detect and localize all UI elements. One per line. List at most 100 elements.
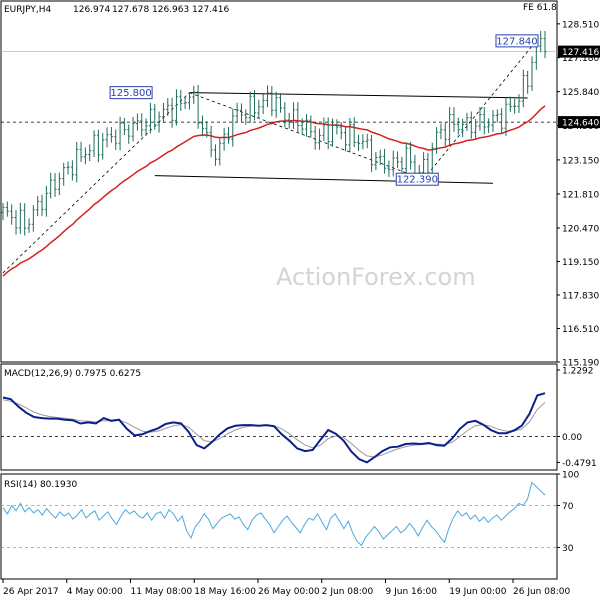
ohlc-bar bbox=[474, 118, 478, 140]
rsi-y-tick-label: 100 bbox=[562, 471, 579, 481]
macd-title: MACD(12,26,9) 0.7975 0.6275 bbox=[4, 369, 141, 379]
ohlc-bar bbox=[239, 103, 243, 122]
price-label-text: 125.800 bbox=[110, 88, 151, 99]
ohlc-bar bbox=[448, 106, 452, 146]
fe-label: FE 61.8 bbox=[523, 3, 557, 13]
ohlc-bar bbox=[482, 107, 486, 135]
x-tick-label: 11 May 08:00 bbox=[131, 587, 193, 597]
ohlc-bar bbox=[292, 102, 296, 129]
rsi-level-lines bbox=[1, 505, 557, 548]
ohlc-bar bbox=[357, 134, 361, 151]
ohlc-bar bbox=[300, 118, 304, 135]
ohlc-bar bbox=[365, 133, 369, 149]
ohlc-bar bbox=[521, 69, 525, 108]
ohlc-bar bbox=[209, 125, 213, 158]
level-price-tag-box bbox=[558, 116, 600, 129]
ohlc-bar bbox=[487, 118, 491, 133]
ohlc-bar bbox=[456, 117, 460, 135]
ohlc-bar bbox=[274, 91, 278, 118]
ohlc-bar bbox=[530, 56, 534, 91]
last-price-tag-box bbox=[558, 45, 600, 58]
ohlc-bar bbox=[409, 141, 413, 170]
macd-panel: MACD(12,26,9) 0.7975 0.6275 1.2292 0.00 -0… bbox=[0, 363, 597, 471]
ohlc-bar bbox=[508, 96, 512, 112]
ohlc-bar bbox=[352, 117, 356, 148]
low-value: 126.963 bbox=[152, 5, 189, 15]
ohlc-bar bbox=[166, 98, 170, 116]
ohlc-bar bbox=[174, 89, 178, 126]
ohlc-bar bbox=[62, 162, 66, 186]
ohlc-bar bbox=[252, 90, 256, 121]
ohlc-bar bbox=[49, 172, 53, 199]
ohlc-bar bbox=[36, 195, 40, 217]
x-tick-label: 26 May 00:00 bbox=[258, 587, 320, 597]
ohlc-bar bbox=[374, 152, 378, 171]
ohlc-bar bbox=[370, 135, 374, 172]
symbol-label: EURJPY,H4 bbox=[4, 5, 52, 15]
x-tick-label: 18 May 16:00 bbox=[194, 587, 256, 597]
macd-y-axis: 1.2292 0.00 -0.4791 bbox=[557, 366, 597, 469]
ohlc-bar bbox=[213, 144, 217, 166]
ohlc-bar bbox=[187, 92, 191, 110]
ohlc-bar bbox=[200, 115, 204, 137]
close-value: 127.416 bbox=[192, 5, 229, 15]
ohlc-bar bbox=[92, 130, 96, 158]
price-y-tick-label: 117.830 bbox=[562, 291, 599, 301]
ohlc-bar bbox=[513, 98, 517, 114]
ohlc-bar bbox=[248, 91, 252, 124]
price-y-axis: 128.510127.180125.840124.500123.150121.8… bbox=[557, 20, 600, 369]
price-y-tick-label: 120.470 bbox=[562, 224, 599, 234]
ohlc-bar bbox=[118, 116, 122, 151]
macd-y-tick-label: -0.4791 bbox=[562, 459, 597, 469]
rsi-y-axis: 100 70 30 bbox=[557, 471, 579, 554]
ohlc-bar bbox=[270, 85, 274, 117]
ohlc-bar bbox=[235, 102, 239, 123]
projection-line-1 bbox=[2, 92, 190, 274]
ohlc-bar bbox=[10, 204, 14, 225]
ohlc-bar bbox=[122, 118, 126, 136]
ohlc-bar bbox=[105, 127, 109, 148]
price-label-text: 127.840 bbox=[496, 36, 537, 47]
ohlc-bar bbox=[153, 103, 157, 130]
price-y-tick-label: 123.150 bbox=[562, 156, 599, 166]
ohlc-bar bbox=[218, 138, 222, 166]
ohlc-bar bbox=[465, 112, 469, 131]
ohlc-bar bbox=[14, 209, 18, 235]
ohlc-bar bbox=[31, 205, 35, 232]
ohlc-bar bbox=[140, 113, 144, 137]
upper-channel-line bbox=[189, 92, 528, 99]
ohlc-bar bbox=[326, 117, 330, 150]
ohlc-bar bbox=[179, 90, 183, 111]
ohlc-bar bbox=[478, 107, 482, 131]
ohlc-bar bbox=[348, 118, 352, 153]
ohlc-bar bbox=[40, 194, 44, 216]
high-value: 127.678 bbox=[112, 5, 149, 15]
ohlc-bar bbox=[192, 85, 196, 105]
price-label-box bbox=[109, 86, 153, 100]
ohlc-bar bbox=[305, 114, 309, 137]
ohlc-bar bbox=[244, 109, 248, 125]
ohlc-bar bbox=[283, 102, 287, 128]
ohlc-bar bbox=[279, 93, 283, 113]
rsi-line bbox=[2, 481, 546, 547]
x-tick-label: 4 May 00:00 bbox=[67, 587, 123, 597]
price-y-tick-label: 115.190 bbox=[562, 359, 599, 369]
ohlc-bar bbox=[439, 123, 443, 140]
ohlc-bar bbox=[170, 97, 174, 128]
ohlc-bar bbox=[383, 149, 387, 174]
ohlc-bar bbox=[226, 127, 230, 144]
ohlc-bar bbox=[79, 141, 83, 162]
x-tick-label: 9 Jun 16:00 bbox=[386, 587, 438, 597]
ohlc-bar bbox=[131, 116, 135, 142]
ohlc-bar bbox=[196, 84, 200, 129]
ohlc-bar bbox=[161, 102, 165, 123]
rsi-y-tick-label: 30 bbox=[562, 544, 574, 554]
level-price-tag-text: 124.640 bbox=[562, 119, 599, 129]
price-panel: ActionForex.com 125.800 122.390 127.840 12… bbox=[0, 0, 600, 369]
ohlc-bar bbox=[296, 102, 300, 133]
x-tick-label: 19 Jun 00:00 bbox=[449, 587, 506, 597]
ohlc-bar bbox=[144, 118, 148, 136]
ohlc-bar bbox=[18, 202, 22, 234]
macd-y-tick-label: 1.2292 bbox=[562, 366, 594, 376]
